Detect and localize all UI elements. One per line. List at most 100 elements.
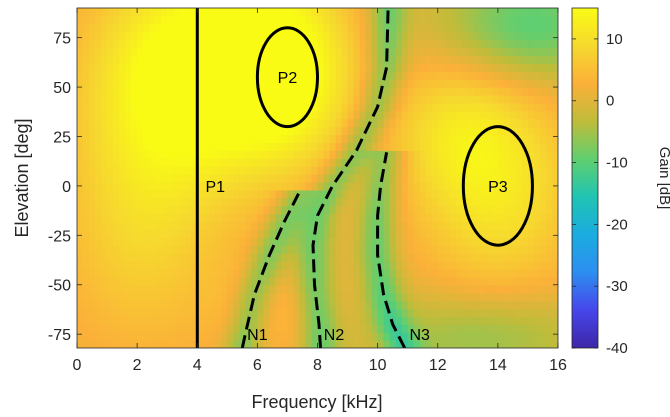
heatmap-cell [431,284,439,294]
heatmap-cell [131,174,138,183]
heatmap-cell [179,118,186,128]
heatmap-cell [401,213,409,223]
heatmap-cell [215,268,222,278]
heatmap-cell [137,8,144,17]
heatmap-cell [497,300,505,310]
heatmap-cell [269,79,277,88]
heatmap-cell [281,340,289,348]
heatmap-cell [558,269,565,278]
heatmap-cell [527,332,535,341]
heatmap-cell [287,31,295,41]
heatmap-cell [497,102,505,112]
heatmap-cell [95,181,102,191]
heatmap-cell [347,308,355,317]
heatmap-cell [191,31,198,41]
heatmap-cell [125,292,132,302]
heatmap-cell [419,55,427,64]
heatmap-cell [215,292,222,302]
heatmap-cell [275,300,283,310]
heatmap-cell [215,205,222,215]
heatmap-cell [221,308,228,317]
line-n1 [240,191,301,348]
heatmap-cell [455,181,463,191]
heatmap-cell [245,268,252,278]
heatmap-cell [143,205,150,215]
heatmap-cell [203,87,210,96]
heatmap-cell [383,268,391,278]
heatmap-cell [449,71,457,80]
heatmap-cell [311,23,319,33]
heatmap-cell [455,87,463,96]
heatmap-cell [131,87,138,96]
heatmap-cell [533,300,541,310]
heatmap-cell [173,47,180,57]
heatmap-cell [359,8,367,17]
heatmap-cell [365,126,373,136]
heatmap-cell [407,292,415,302]
heatmap-cell [239,261,246,270]
heatmap-cell [317,94,325,104]
heatmap-cell [551,158,558,167]
heatmap-cell [83,181,90,191]
heatmap-cell [425,229,433,238]
heatmap-cell [95,189,102,199]
heatmap-cell [173,268,180,278]
heatmap-cell [173,71,180,80]
heatmap-cell [293,71,301,80]
heatmap-cell [497,126,505,136]
heatmap-cell [77,205,84,215]
heatmap-cell [395,268,403,278]
heatmap-cell [125,197,132,207]
heatmap-cell [299,94,307,104]
heatmap-cell [377,300,385,310]
heatmap-cell [83,47,90,57]
heatmap-cell [89,332,96,341]
heatmap-cell [299,332,307,341]
heatmap-cell [263,213,270,223]
heatmap-cell [287,332,295,341]
heatmap-cell [173,166,180,175]
heatmap-cell [371,253,379,262]
heatmap-cell [245,332,252,341]
heatmap-cell [107,47,114,57]
x-tick-label: 8 [313,357,322,374]
heatmap-cell [431,158,439,167]
heatmap-cell [239,181,246,191]
heatmap-cell [353,55,361,64]
heatmap-cell [179,229,186,238]
heatmap-cell [545,332,553,341]
heatmap-cell [95,39,102,49]
heatmap-cell [77,15,84,25]
heatmap-cell [293,87,301,96]
heatmap-cell [125,158,132,167]
heatmap-cell [558,71,565,80]
heatmap-cell [263,142,270,151]
heatmap-cell [545,276,553,286]
heatmap-cell [107,126,114,136]
heatmap-cell [173,142,180,151]
heatmap-cell [377,110,385,120]
heatmap-cell [257,8,264,17]
heatmap-cell [443,150,451,159]
heatmap-cell [131,229,138,238]
heatmap-cell [515,8,523,17]
heatmap-cell [299,324,307,333]
heatmap-cell [149,324,156,333]
heatmap-cell [113,39,120,49]
heatmap-cell [347,174,355,183]
heatmap-cell [365,229,373,238]
heatmap-cell [281,39,289,49]
heatmap-cell [347,324,355,333]
heatmap-cell [491,253,499,262]
heatmap-cell [173,94,180,104]
heatmap-cell [353,71,361,80]
heatmap-cell [101,340,108,348]
colorbar: 100-10-20-30-40 Gain [dB] [571,7,670,357]
heatmap-cell [353,181,361,191]
heatmap-cell [533,102,541,112]
heatmap-cell [443,253,451,262]
heatmap-cell [533,55,541,64]
heatmap-cell [113,229,120,238]
heatmap-cell [287,245,295,254]
heatmap-cell [305,181,313,191]
